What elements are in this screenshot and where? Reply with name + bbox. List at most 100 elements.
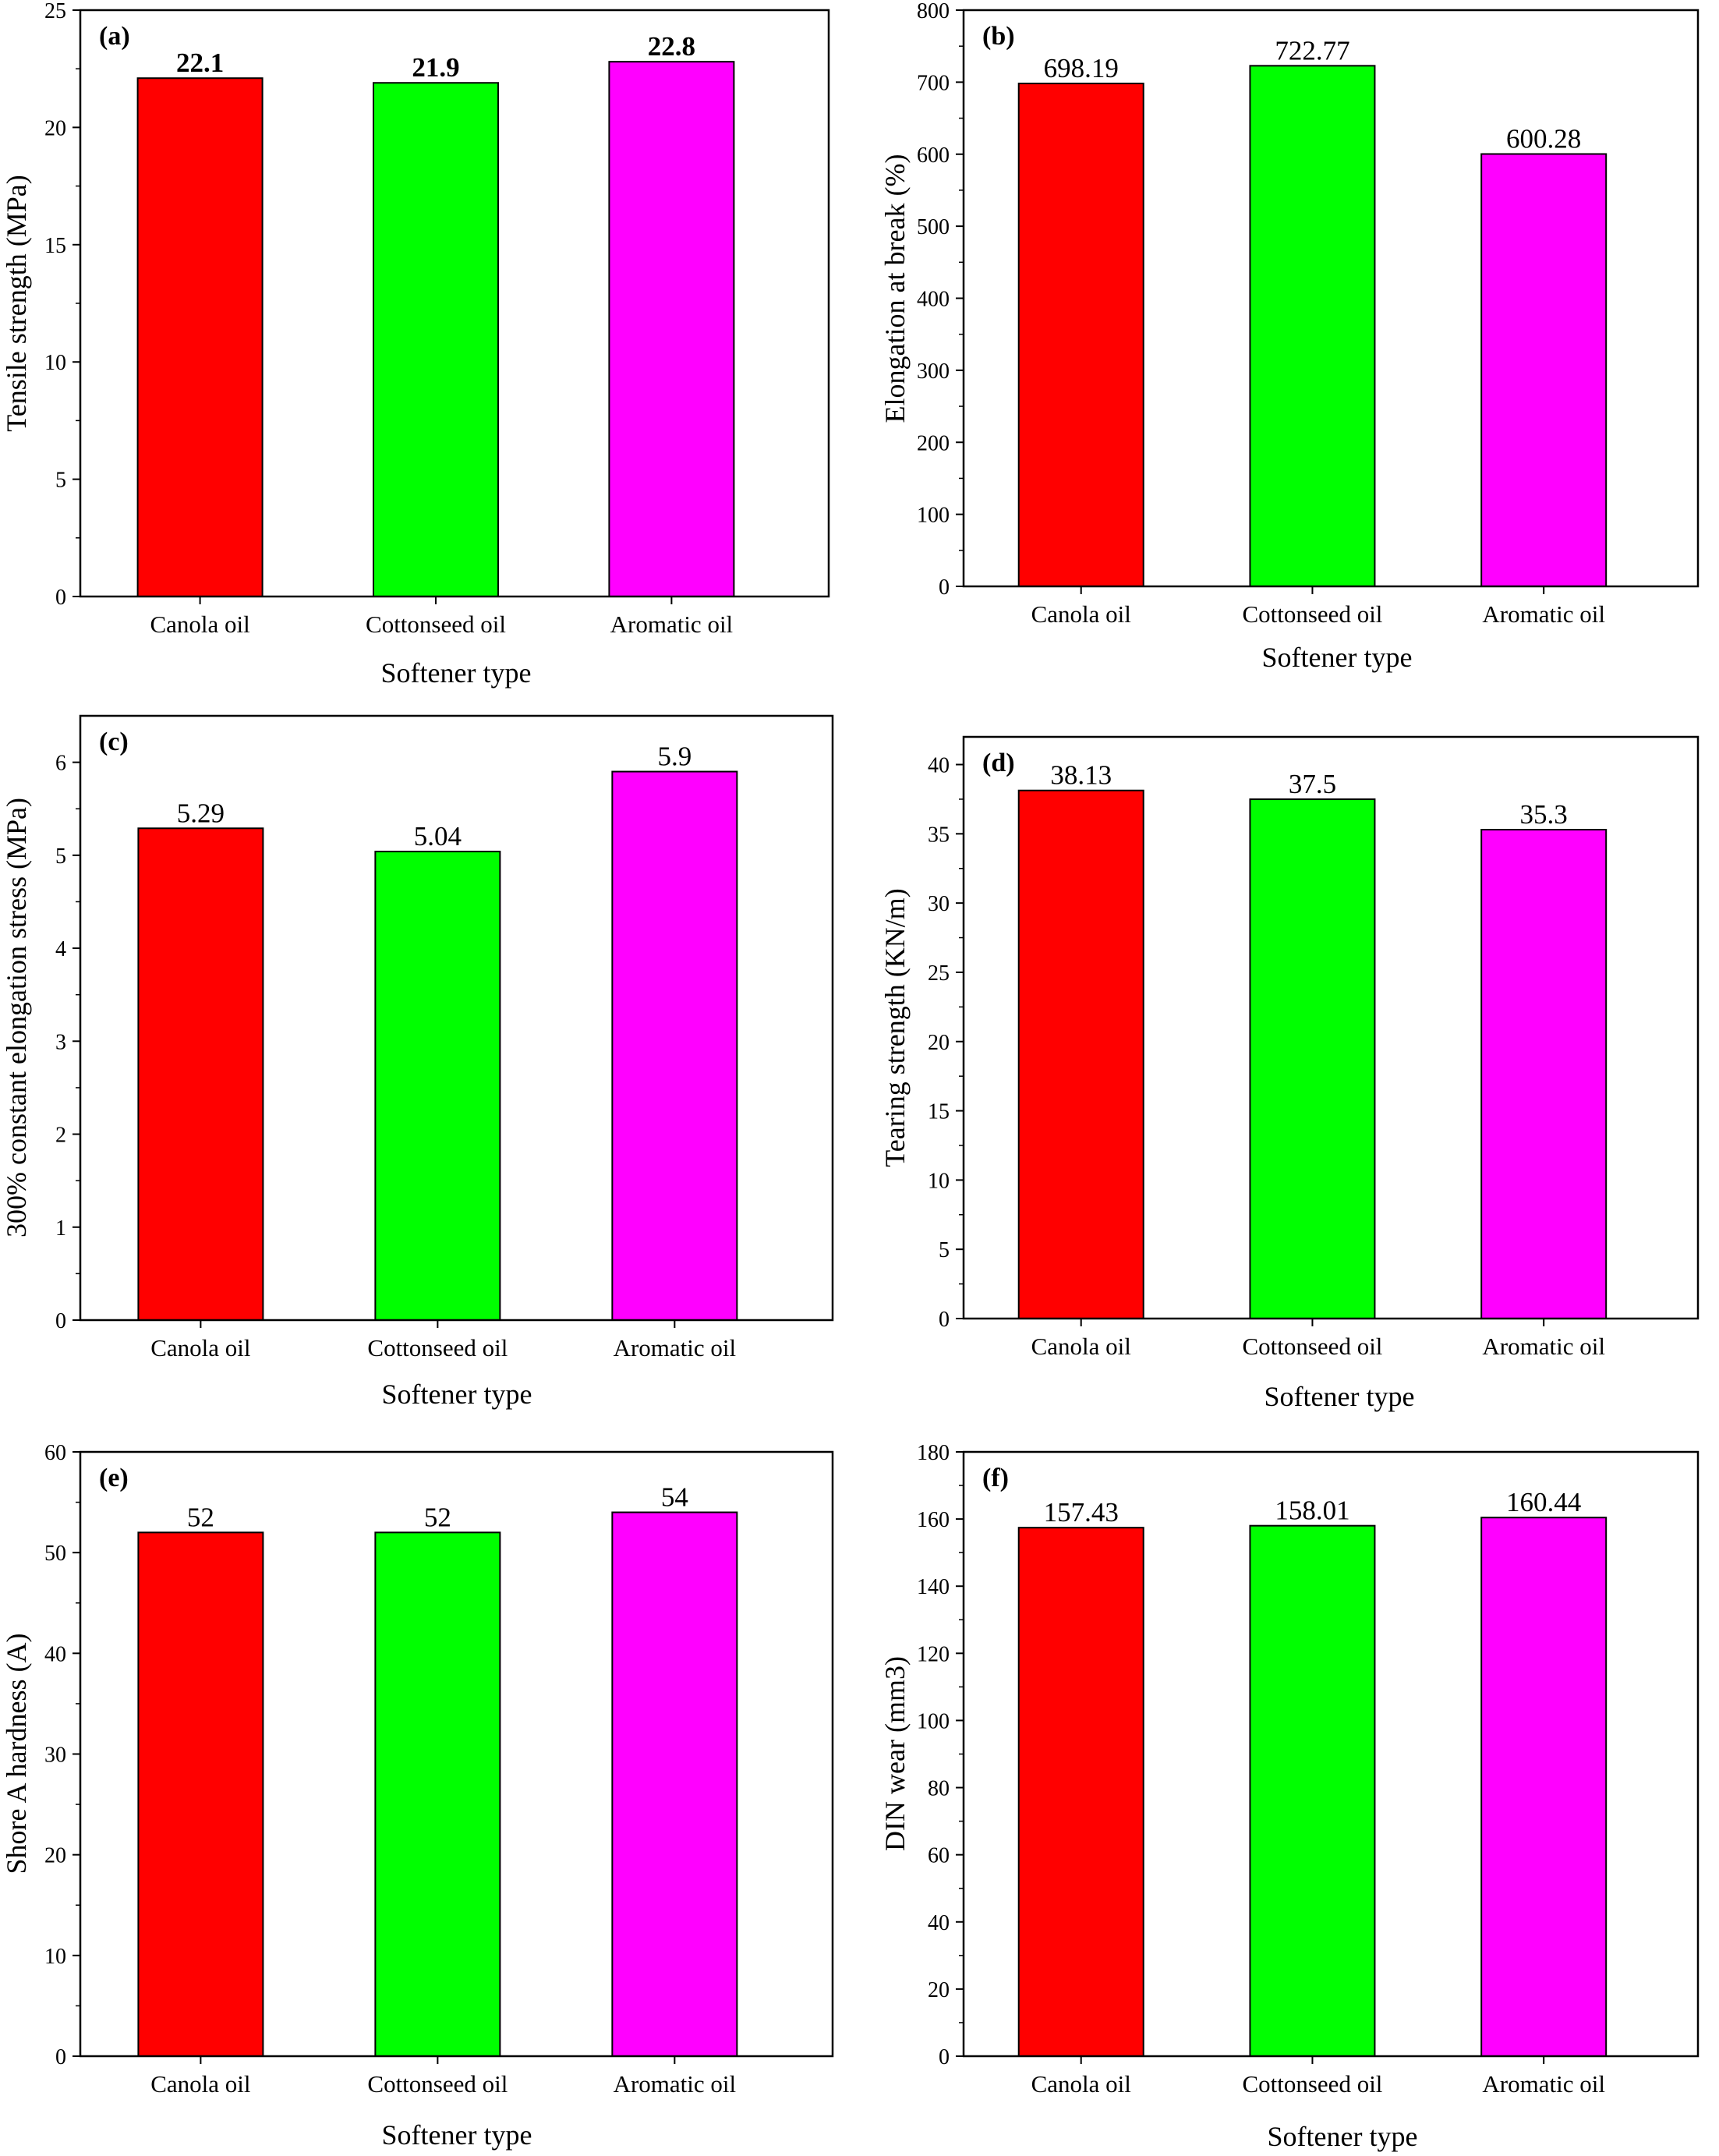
y-tick-label: 100 (917, 1709, 950, 1733)
plot-frame (79, 714, 834, 1322)
y-tick-label: 10 (44, 351, 66, 375)
data-label: 22.1 (176, 48, 224, 78)
x-tick-label: Aromatic oil (610, 611, 734, 638)
plot-frame (962, 9, 1700, 588)
bar-canola-oil (1017, 789, 1144, 1319)
x-tick-label: Cottonseed oil (367, 1334, 508, 1361)
y-axis-title: 300% constant elongation stress (MPa) (1, 798, 32, 1237)
x-tick-label: Cottonseed oil (1242, 600, 1382, 628)
y-tick-label: 20 (44, 1844, 66, 1868)
data-label: 52 (187, 1502, 214, 1532)
bar-aromatic-oil (1480, 829, 1608, 1319)
x-tick-label: Aromatic oil (1482, 2070, 1605, 2098)
y-tick-label: 3 (55, 1030, 66, 1054)
bar-cottonseed-oil (374, 1531, 501, 2058)
x-tick-label: Aromatic oil (614, 2070, 737, 2098)
y-axis-title: DIN wear (mm3) (879, 1656, 911, 1851)
data-label: 158.01 (1275, 1496, 1349, 1526)
y-tick-label: 5 (55, 469, 66, 493)
x-tick-label: Cottonseed oil (1242, 2070, 1382, 2098)
y-tick-label: 0 (55, 2045, 66, 2069)
bar-canola-oil (1017, 1527, 1144, 2057)
bar-canola-oil (136, 77, 264, 598)
x-tick-label: Aromatic oil (1482, 1333, 1605, 1360)
bar-cottonseed-oil (373, 82, 499, 598)
panel-label: (c) (99, 728, 129, 756)
y-tick-label: 200 (917, 431, 950, 455)
x-tick-label: Canola oil (1031, 1333, 1131, 1360)
data-label: 35.3 (1520, 799, 1568, 830)
y-tick-label: 35 (928, 823, 950, 847)
data-label: 160.44 (1506, 1487, 1581, 1517)
x-tick-label: Aromatic oil (1482, 600, 1605, 628)
y-tick-label: 800 (917, 0, 950, 23)
x-axis-title: Softener type (382, 1379, 532, 1410)
x-axis-title: Softener type (381, 657, 532, 689)
x-tick-label: Canola oil (1031, 600, 1131, 628)
bar-cottonseed-oil (374, 851, 501, 1321)
data-label: 5.29 (177, 798, 225, 828)
data-label: 157.43 (1044, 1497, 1119, 1528)
data-label: 52 (424, 1502, 451, 1532)
y-tick-label: 300 (917, 359, 950, 384)
chart-panel-d: 38.13 Canola oil 37.5 Cottonseed oil 35.3 Aro… (879, 735, 1700, 1412)
data-label: 722.77 (1275, 35, 1349, 65)
y-tick-label: 400 (917, 288, 950, 312)
chart-panel-f: 157.43 Canola oil 158.01 Cottonseed oil 160.… (879, 1441, 1700, 2152)
y-tick-label: 30 (928, 892, 950, 916)
data-label: 698.19 (1044, 53, 1119, 83)
x-tick-label: Aromatic oil (614, 1334, 737, 1361)
data-label: 54 (661, 1482, 688, 1513)
y-tick-label: 600 (917, 143, 950, 168)
y-tick-label: 60 (928, 1844, 950, 1868)
bar-aromatic-oil (1480, 1517, 1608, 2057)
chart-panel-a: 22.1 Canola oil 21.9 Cottonseed oil 22.8 Arom… (1, 0, 830, 689)
bar-cottonseed-oil (1249, 65, 1376, 588)
chart-panel-e: 52 Canola oil 52 Cottonseed oil 54 Aromatic o… (1, 1441, 834, 2151)
x-tick-label: Cottonseed oil (1242, 1333, 1382, 1360)
y-tick-label: 20 (928, 1031, 950, 1055)
panel-label: (b) (982, 22, 1015, 51)
panel-label: (e) (99, 1464, 129, 1492)
x-axis-title: Softener type (1264, 1381, 1415, 1412)
data-label: 21.9 (412, 52, 459, 83)
y-tick-label: 15 (44, 234, 66, 258)
x-axis-title: Softener type (1262, 642, 1413, 673)
bar-aromatic-oil (1480, 153, 1608, 588)
y-tick-label: 160 (917, 1508, 950, 1532)
chart-panel-c: 5.29 Canola oil 5.04 Cottonseed oil 5.9 Aroma… (1, 714, 834, 1410)
bar-aromatic-oil (611, 1511, 738, 2057)
y-tick-label: 140 (917, 1575, 950, 1599)
chart-panel-b: 698.19 Canola oil 722.77 Cottonseed oil 600.… (879, 0, 1700, 673)
y-tick-label: 25 (928, 961, 950, 986)
x-tick-label: Canola oil (150, 1334, 250, 1361)
x-tick-label: Canola oil (150, 611, 249, 638)
y-axis-title: Tensile strength (MPa) (1, 175, 32, 431)
y-tick-label: 0 (55, 586, 66, 610)
y-tick-label: 2 (55, 1124, 66, 1148)
bar-canola-oil (137, 1531, 264, 2058)
x-tick-label: Cottonseed oil (366, 611, 506, 638)
data-label: 38.13 (1050, 760, 1112, 791)
data-label: 5.9 (657, 742, 691, 772)
data-label: 5.04 (414, 821, 462, 851)
y-tick-label: 15 (928, 1100, 950, 1124)
y-tick-label: 80 (928, 1777, 950, 1801)
y-tick-label: 100 (917, 504, 950, 528)
y-tick-label: 40 (928, 754, 950, 778)
bar-aromatic-oil (611, 770, 738, 1321)
y-tick-label: 20 (44, 116, 66, 140)
y-tick-label: 50 (44, 1542, 66, 1566)
x-tick-label: Cottonseed oil (367, 2070, 508, 2098)
data-label: 600.28 (1506, 123, 1581, 154)
y-tick-label: 5 (55, 844, 66, 869)
x-tick-label: Canola oil (150, 2070, 250, 2098)
y-tick-label: 0 (939, 2045, 950, 2069)
bar-cottonseed-oil (1249, 1524, 1376, 2058)
y-tick-label: 0 (939, 575, 950, 600)
bar-canola-oil (1017, 83, 1144, 587)
panel-label: (f) (982, 1464, 1009, 1492)
y-tick-label: 25 (44, 0, 66, 23)
y-tick-label: 0 (939, 1308, 950, 1332)
